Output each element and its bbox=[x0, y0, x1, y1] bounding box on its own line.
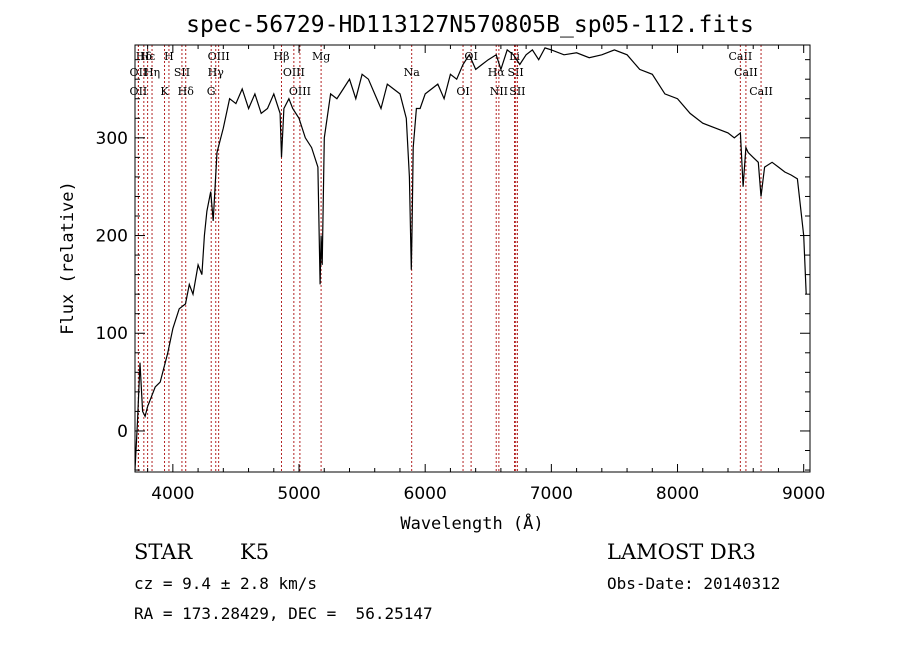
coordinates-text: RA = 173.28429, DEC = 56.25147 bbox=[134, 604, 433, 623]
line-label-25: CaII bbox=[734, 66, 758, 79]
line-label-16: Na bbox=[404, 66, 421, 79]
line-label-12: Hβ bbox=[274, 50, 290, 63]
y-tick-label-2: 200 bbox=[96, 227, 128, 247]
line-label-2: OII bbox=[130, 85, 148, 98]
x-axis-label: Wavelength (Å) bbox=[400, 512, 543, 534]
x-tick-label-2: 6000 bbox=[404, 484, 447, 504]
y-tick-label-1: 100 bbox=[96, 324, 128, 344]
line-label-10: Hγ bbox=[208, 66, 225, 79]
line-label-15: Mg bbox=[312, 50, 330, 63]
x-tick-label-1: 5000 bbox=[277, 484, 320, 504]
y-tick-label-0: 0 bbox=[117, 422, 128, 442]
line-label-4: Hη bbox=[144, 66, 160, 79]
line-label-5: K bbox=[160, 85, 169, 98]
line-label-14: OIII bbox=[289, 85, 311, 98]
line-label-22: SII bbox=[508, 66, 524, 79]
line-label-17: OI bbox=[456, 85, 469, 98]
line-label-23: SII bbox=[509, 85, 525, 98]
line-label-3: Hε bbox=[140, 50, 156, 63]
line-markers: HδOIIOIIHεHηKHSIIHδOIIIHγGHβOIIIOIIIMgNa… bbox=[130, 45, 773, 472]
x-tick-label-3: 7000 bbox=[530, 484, 573, 504]
line-label-19: Hα bbox=[488, 66, 506, 79]
x-tick-label-0: 4000 bbox=[151, 484, 194, 504]
plot-frame bbox=[134, 44, 811, 473]
series-layer bbox=[134, 47, 807, 471]
spectrum-series-0 bbox=[134, 47, 807, 471]
line-label-26: CaII bbox=[749, 85, 773, 98]
y-tick-label-3: 300 bbox=[96, 129, 128, 149]
obs-date-text: Obs-Date: 20140312 bbox=[607, 574, 781, 593]
line-label-7: SII bbox=[174, 66, 190, 79]
x-tick-label-5: 9000 bbox=[782, 484, 825, 504]
line-label-18: OI bbox=[464, 50, 477, 63]
chart-title: spec-56729-HD113127N570805B_sp05-112.fit… bbox=[186, 12, 754, 38]
line-label-24: CaII bbox=[729, 50, 753, 63]
x-tick-label-4: 8000 bbox=[656, 484, 699, 504]
line-label-20: NII bbox=[490, 85, 508, 98]
object-subclass: K5 bbox=[240, 540, 270, 564]
line-label-13: OIII bbox=[283, 66, 305, 79]
y-axis-label: Flux (relative) bbox=[58, 181, 78, 335]
line-label-11: G bbox=[207, 85, 216, 98]
line-label-6: H bbox=[164, 50, 174, 63]
line-label-1: OII bbox=[130, 66, 148, 79]
object-class: STAR bbox=[134, 540, 193, 564]
axis-ticks: 4000 5000 6000 7000 8000 9000 0 100 200 300 bbox=[96, 45, 825, 504]
line-label-8: Hδ bbox=[178, 85, 195, 98]
survey-name: LAMOST DR3 bbox=[607, 540, 756, 564]
line-label-9: OIII bbox=[208, 50, 230, 63]
redshift-text: cz = 9.4 ± 2.8 km/s bbox=[134, 574, 318, 593]
